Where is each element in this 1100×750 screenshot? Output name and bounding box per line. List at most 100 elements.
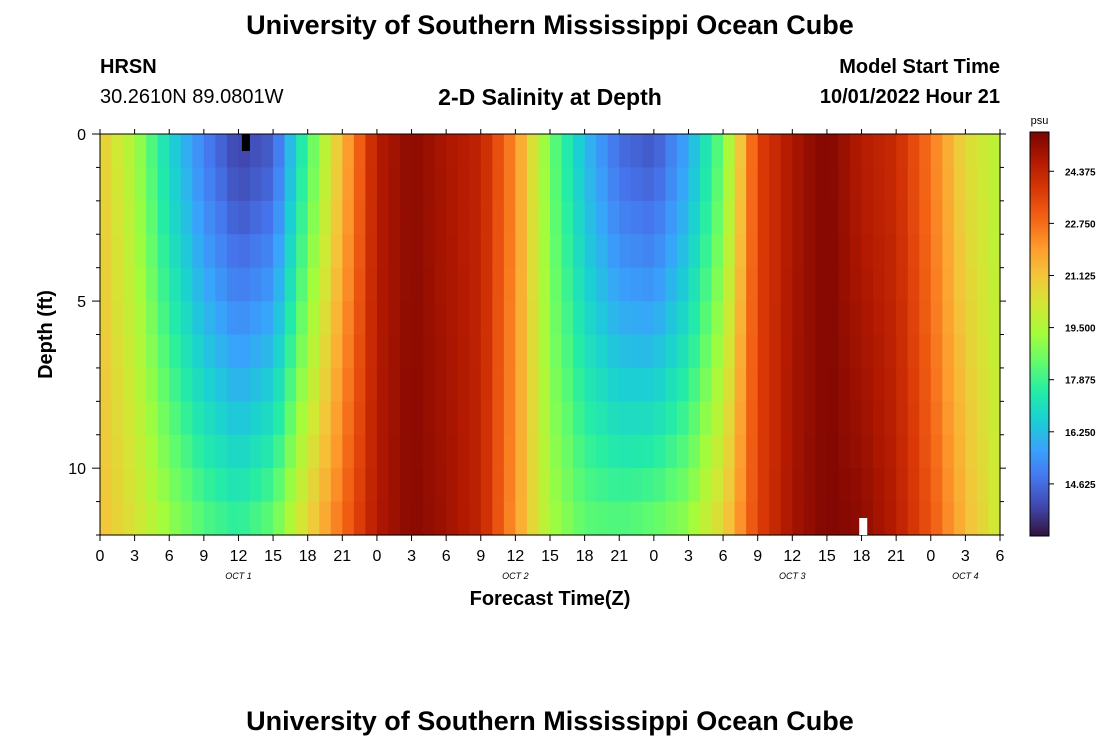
heatmap-cell [792, 501, 805, 536]
heatmap-cell [619, 301, 632, 336]
heatmap-cell [203, 501, 216, 536]
heatmap-cell [284, 468, 297, 503]
heatmap-cell [607, 434, 620, 469]
heatmap-cell [734, 234, 747, 269]
heatmap-cell [100, 234, 113, 269]
heatmap-cell [157, 501, 170, 536]
x-tick-label: 12 [230, 548, 248, 565]
heatmap-cell [192, 434, 205, 469]
heatmap-cell [953, 468, 966, 503]
heatmap-cell [896, 367, 909, 402]
heatmap-cell [734, 501, 747, 536]
heatmap-cell [861, 334, 874, 369]
heatmap-cell [792, 234, 805, 269]
heatmap-cell [250, 234, 263, 269]
heatmap-cell [676, 301, 690, 336]
heatmap-cell [192, 367, 205, 402]
heatmap-cell [596, 501, 609, 536]
heatmap-cell [411, 334, 424, 369]
heatmap-cell [503, 134, 516, 169]
heatmap-cell [400, 301, 413, 336]
heatmap-cell [515, 301, 528, 336]
heatmap-cell [423, 367, 436, 402]
heatmap-cell [630, 134, 643, 169]
heatmap-cell [538, 434, 551, 469]
heatmap-cell [596, 134, 609, 169]
x-tick-label: 12 [506, 548, 524, 565]
heatmap-cell [930, 434, 943, 469]
heatmap-cell [273, 267, 286, 302]
heatmap-cell [884, 234, 897, 269]
heatmap-cell [665, 501, 678, 536]
heatmap-cell [111, 301, 124, 336]
heatmap-cell [734, 367, 747, 402]
heatmap-cell [780, 468, 793, 503]
heatmap-cell [123, 234, 136, 269]
colorbar-tick-label: 24.375 [1065, 167, 1096, 178]
heatmap-cell [884, 401, 897, 436]
heatmap-cell [907, 501, 920, 536]
heatmap-cell [550, 401, 563, 436]
heatmap-cell [965, 334, 978, 369]
heatmap-cell [723, 401, 736, 436]
heatmap-cell [550, 334, 563, 369]
heatmap-cell [526, 434, 540, 469]
heatmap-cell [226, 367, 240, 402]
heatmap-cell [642, 167, 655, 202]
heatmap-cell [215, 501, 228, 536]
heatmap-cell [607, 468, 620, 503]
heatmap-cell [342, 468, 355, 503]
heatmap-cell [434, 401, 447, 436]
heatmap-cell [192, 167, 205, 202]
heatmap-cell [573, 267, 586, 302]
heatmap-cell [815, 334, 828, 369]
heatmap-cell [180, 434, 193, 469]
colorbar-tick-label: 19.500 [1065, 324, 1096, 335]
heatmap-cell [376, 501, 390, 536]
heatmap-cell [388, 134, 401, 169]
heatmap-cell [723, 434, 736, 469]
heatmap-cell [457, 134, 470, 169]
heatmap-cell [896, 234, 909, 269]
heatmap-cell [803, 367, 816, 402]
heatmap-cell [976, 434, 990, 469]
x-tick-label: 6 [719, 548, 728, 565]
heatmap-cell [942, 468, 955, 503]
heatmap-cell [596, 301, 609, 336]
heatmap-cell [180, 234, 193, 269]
heatmap-cell [942, 334, 955, 369]
heatmap-cell [584, 167, 597, 202]
heatmap-cell [250, 367, 263, 402]
heatmap-cell [561, 234, 574, 269]
heatmap-cell [734, 167, 747, 202]
heatmap-cell [134, 267, 147, 302]
heatmap-cell [492, 367, 505, 402]
heatmap-cell [446, 301, 459, 336]
heatmap-cells [100, 134, 1001, 536]
heatmap-cell [757, 367, 770, 402]
heatmap-cell [584, 367, 597, 402]
heatmap-cell [769, 501, 782, 536]
heatmap-cell [376, 401, 390, 436]
date-labels: OCT 1 OCT 2 OCT 3 OCT 4 [225, 571, 978, 581]
heatmap-cell [826, 301, 840, 336]
heatmap-cell [596, 167, 609, 202]
heatmap-cell [769, 234, 782, 269]
heatmap-cell [388, 234, 401, 269]
heatmap-cell [342, 367, 355, 402]
heatmap-cell [353, 501, 366, 536]
heatmap-cell [446, 501, 459, 536]
heatmap-cell [803, 401, 816, 436]
heatmap-cell [353, 267, 366, 302]
heatmap-cell [180, 468, 193, 503]
heatmap-cell [157, 167, 170, 202]
heatmap-cell [134, 434, 147, 469]
heatmap-cell [526, 267, 540, 302]
heatmap-cell [411, 434, 424, 469]
heatmap-cell [573, 301, 586, 336]
heatmap-cell [469, 134, 482, 169]
heatmap-cell [688, 401, 701, 436]
heatmap-cell [942, 434, 955, 469]
heatmap-cell [319, 200, 332, 235]
heatmap-cell [411, 234, 424, 269]
